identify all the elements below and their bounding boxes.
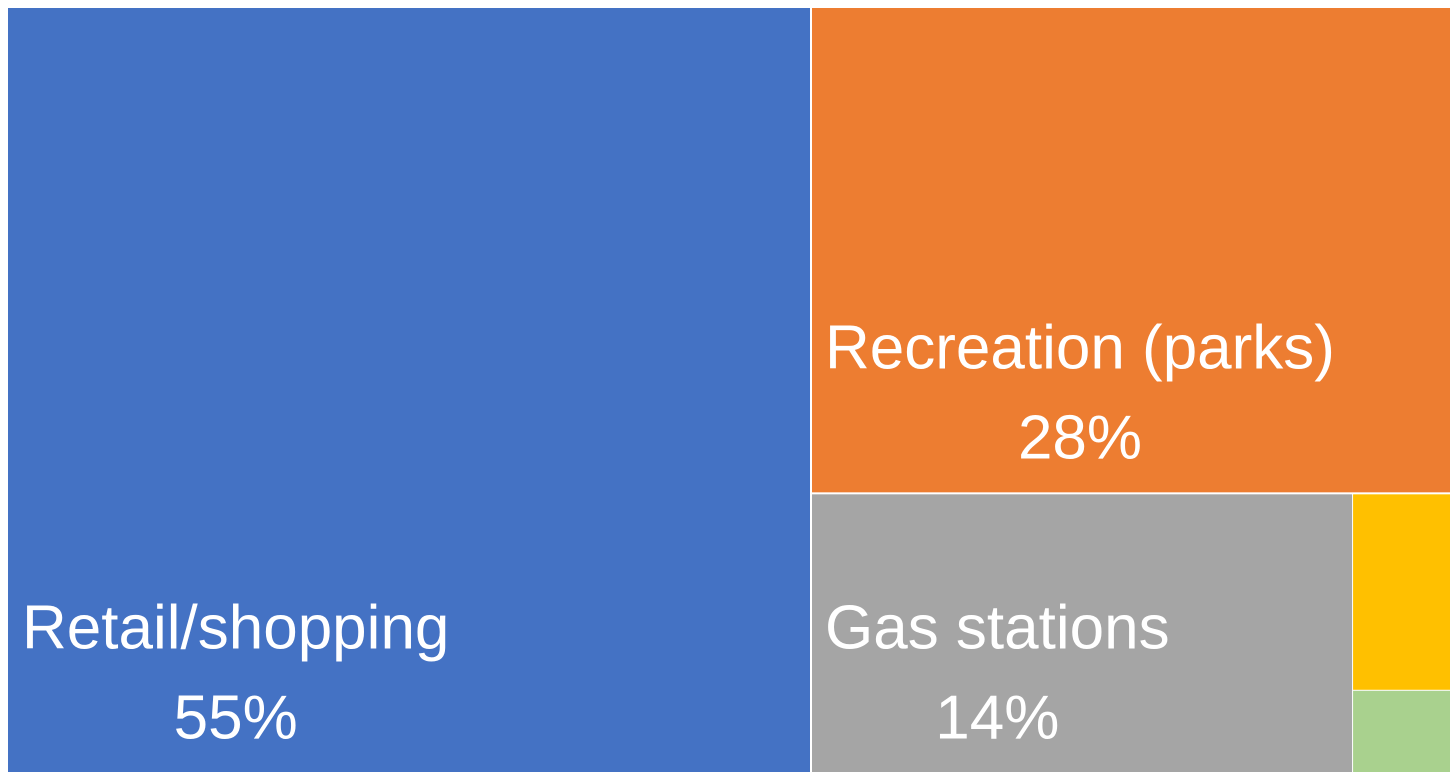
treemap-tile: [1353, 690, 1450, 772]
tile-label: Gas stations: [825, 593, 1170, 662]
treemap-tile: [8, 8, 810, 772]
tile-label: Retail/shopping: [22, 593, 449, 662]
treemap-tile: [812, 8, 1450, 493]
tile-value: 28%: [1018, 404, 1142, 473]
treemap-tile: [1353, 494, 1450, 690]
tile-value: 55%: [174, 683, 298, 752]
treemap-tile: [812, 494, 1353, 772]
tile-value: 14%: [935, 683, 1059, 752]
tile-label: Recreation (parks): [825, 314, 1335, 383]
